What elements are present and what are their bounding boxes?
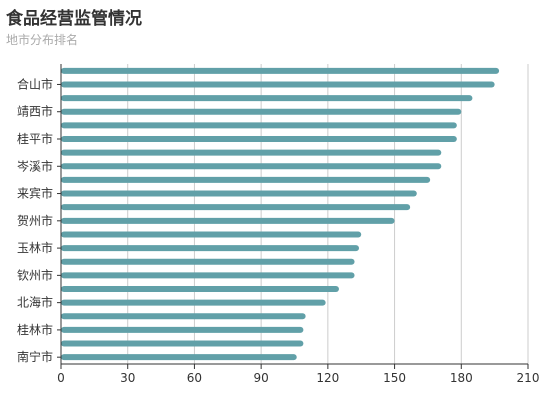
bar xyxy=(61,326,304,333)
bar xyxy=(61,136,457,142)
x-tick-label: 180 xyxy=(450,371,473,385)
y-tick-label: 玉林市 xyxy=(17,240,53,255)
bar xyxy=(61,163,442,170)
bar xyxy=(61,190,417,197)
bar xyxy=(61,149,442,156)
y-tick-label: 南宁市 xyxy=(17,349,53,364)
y-tick-label: 贺州市 xyxy=(17,213,53,228)
bar xyxy=(61,122,457,129)
bar xyxy=(61,299,326,306)
y-tick-label: 靖西市 xyxy=(17,104,53,119)
x-tick-label: 120 xyxy=(316,371,339,385)
x-tick-label: 0 xyxy=(57,371,65,385)
y-tick-label: 北海市 xyxy=(17,295,53,310)
x-tick-label: 150 xyxy=(383,371,406,385)
bar xyxy=(61,217,395,224)
bar xyxy=(61,272,355,279)
x-tick-label: 90 xyxy=(254,371,269,385)
y-tick-label: 桂林市 xyxy=(17,322,53,337)
bar xyxy=(61,258,355,265)
y-tick-label: 岑溪市 xyxy=(17,158,53,173)
bar xyxy=(61,67,500,74)
bar xyxy=(61,286,339,292)
bar xyxy=(61,176,431,183)
x-tick-label: 210 xyxy=(517,371,540,385)
bar xyxy=(61,354,297,361)
bar xyxy=(61,231,362,238)
y-tick-label: 合山市 xyxy=(17,76,53,91)
bar xyxy=(61,95,473,102)
y-tick-label: 来宾市 xyxy=(17,186,53,201)
bar xyxy=(61,204,411,211)
y-tick-label: 钦州市 xyxy=(17,267,53,282)
chart-subtitle: 地市分布排名 xyxy=(6,33,79,47)
bar xyxy=(61,81,495,88)
bar xyxy=(61,108,462,115)
bar xyxy=(61,340,304,347)
bar xyxy=(61,245,359,252)
y-tick-label: 桂平市 xyxy=(17,131,53,146)
chart-title: 食品经营监管情况 xyxy=(6,9,142,29)
x-tick-label: 60 xyxy=(187,371,202,385)
bar xyxy=(61,313,306,320)
x-tick-label: 30 xyxy=(120,371,135,385)
